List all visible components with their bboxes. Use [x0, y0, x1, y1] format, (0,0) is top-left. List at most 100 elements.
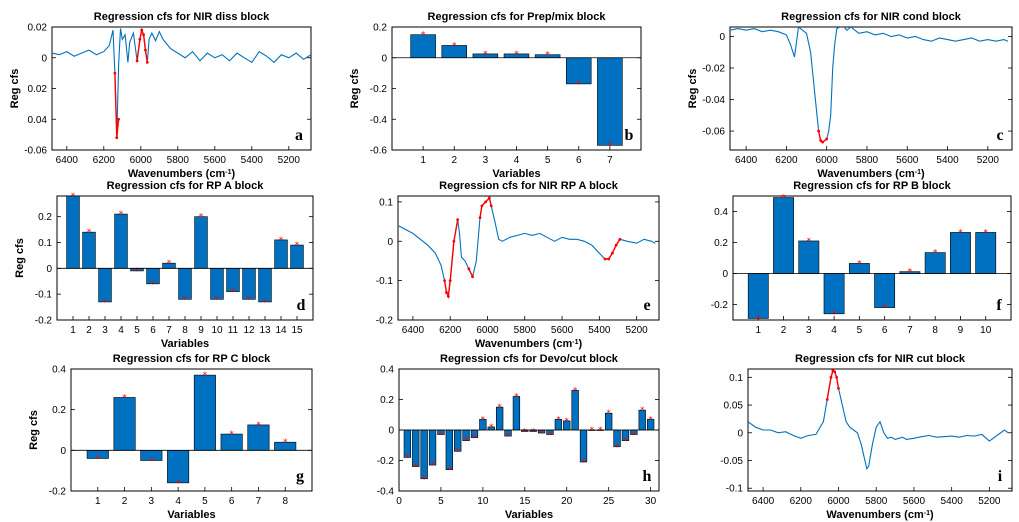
x-tick-label: 5: [857, 325, 863, 336]
bar: [950, 232, 971, 274]
highlight-point: [833, 370, 837, 374]
highlight-point: [452, 239, 456, 243]
highlight-point: [142, 33, 145, 37]
bar-marker: *: [279, 236, 284, 246]
y-tick-label: 0.05: [724, 401, 744, 412]
chart-title: Regression cfs for NIR cond block: [781, 11, 962, 23]
bar-marker: *: [256, 421, 261, 431]
highlight-point: [829, 375, 833, 379]
chart-panel-i: Regression cfs for NIR cut block 0.1 0.05 0…: [720, 353, 1013, 521]
bar-marker: *: [103, 298, 108, 308]
bar-marker: *: [556, 415, 561, 425]
bar-marker: *: [523, 428, 528, 438]
panel-letter: i: [998, 468, 1003, 485]
x-tick-label: 3: [149, 496, 155, 507]
chart-panel-d: Regression cfs for RP A block 0.2 0.1 0 -0.1…: [14, 180, 314, 350]
x-tick-label: 13: [259, 325, 271, 336]
chart-panel-g: Regression cfs for RP C block 0.4 0.2 0 -0.2…: [28, 353, 313, 521]
y-tick-label: 0: [722, 269, 728, 280]
highlight-point: [145, 60, 149, 64]
x-tick-label: 5400: [936, 155, 959, 166]
bar-marker: *: [514, 50, 519, 60]
panel-letter: c: [996, 127, 1003, 144]
x-tick-label: 6400: [735, 155, 758, 166]
highlight-point: [489, 204, 493, 208]
highlight-line: [468, 268, 474, 278]
bar-marker: *: [573, 386, 578, 396]
bar: [194, 216, 208, 269]
highlight-line: [443, 219, 459, 299]
plot-area: [729, 26, 1013, 151]
bar: [412, 429, 420, 467]
x-tick-label: 6: [150, 325, 156, 336]
y-tick-label: -0.2: [376, 316, 394, 327]
highlight-point: [480, 204, 484, 208]
x-axis-label: Variables: [492, 168, 540, 180]
x-tick-label: 8: [932, 325, 938, 336]
series-line: [398, 196, 656, 299]
x-tick-label: 6200: [93, 155, 116, 166]
x-tick-label: 5: [545, 155, 551, 166]
y-tick-label: -0.4: [370, 115, 388, 126]
x-tick-label: 14: [275, 325, 287, 336]
x-tick-label: 5: [134, 325, 140, 336]
bar-marker: *: [151, 280, 156, 290]
bar-marker: *: [577, 80, 582, 90]
bar-marker: *: [295, 241, 300, 251]
x-tick-label: 6: [882, 325, 888, 336]
y-tick-label: -0.02: [702, 64, 725, 75]
highlight-point: [835, 375, 839, 379]
bar: [874, 273, 896, 308]
x-tick-label: 2: [781, 325, 787, 336]
x-tick-label: 1: [95, 496, 101, 507]
y-tick-label: -0.1: [376, 276, 394, 287]
panel-letter: g: [296, 468, 304, 485]
panel-letter: d: [297, 297, 306, 314]
series-line: [730, 27, 1009, 143]
bar: [428, 429, 437, 466]
x-tick-label: 6200: [775, 155, 798, 166]
bar-marker: *: [405, 453, 410, 463]
x-tick-label: 5600: [903, 496, 926, 507]
x-tick-label: 5800: [856, 155, 879, 166]
bar-marker: *: [832, 310, 837, 320]
x-tick-label: 5400: [241, 155, 264, 166]
bar-marker: *: [263, 298, 268, 308]
x-tick-label: 3: [483, 155, 489, 166]
bar-marker: *: [455, 447, 460, 457]
highlight-line: [604, 238, 621, 260]
x-tick-label: 4: [831, 325, 837, 336]
x-tick-label: 9: [958, 325, 964, 336]
series-line: [748, 369, 1009, 471]
x-tick-label: 5600: [204, 155, 227, 166]
y-tick-label: 0.2: [380, 395, 394, 406]
bar-marker: *: [623, 437, 628, 447]
chart-title: Regression cfs for Prep/mix block: [428, 11, 607, 23]
y-axis-label: Reg cfs: [14, 238, 26, 278]
x-axis-label: Wavenumbers (cm-1): [475, 338, 583, 350]
y-tick-label: 0.4: [380, 365, 394, 376]
chart-title: Regression cfs for RP C block: [113, 353, 271, 365]
bar: [420, 429, 428, 480]
bar-marker: *: [430, 461, 435, 471]
bar-marker: *: [167, 259, 172, 269]
highlight-line: [136, 27, 148, 63]
x-tick-label: 7: [256, 496, 262, 507]
x-tick-label: 9: [198, 325, 204, 336]
x-tick-label: 2: [86, 325, 92, 336]
y-tick-label: -0.2: [377, 456, 395, 467]
bar-marker: *: [933, 249, 938, 259]
bar-marker: *: [545, 51, 550, 61]
panel-letter: e: [643, 297, 650, 314]
chart-title: Regression cfs for NIR cut block: [795, 353, 966, 365]
bar-marker: *: [481, 415, 486, 425]
x-tick-label: 11: [228, 325, 239, 336]
x-tick-label: 5: [202, 496, 208, 507]
x-tick-label: 5800: [514, 325, 537, 336]
y-tick-label: -0.05: [720, 456, 743, 467]
chart-title: Regression cfs for RP B block: [793, 180, 951, 192]
bar-marker: *: [648, 415, 653, 425]
y-tick-label: 0: [60, 446, 66, 457]
plot-area: [51, 26, 312, 151]
x-tick-label: 4: [514, 155, 520, 166]
